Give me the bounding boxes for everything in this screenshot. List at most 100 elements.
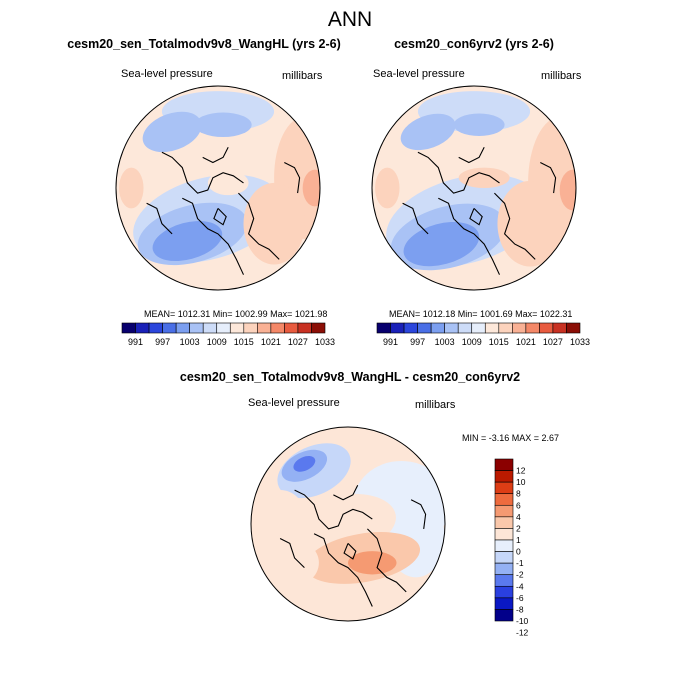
colorbar-panel1: 991 997 1003 1009 1015 1021 1027 1033 xyxy=(121,322,335,347)
coastline xyxy=(161,151,244,194)
coastline xyxy=(494,192,536,260)
panel1-title: cesm20_sen_Totalmodv9v8_WangHL (yrs 2-6) xyxy=(67,37,341,51)
pressure-contour-region xyxy=(260,538,319,588)
colorbar-tick-label: 1009 xyxy=(207,337,227,347)
colorbar-cell xyxy=(148,322,163,334)
panel1-stats: MEAN= 1012.31 Min= 1002.99 Max= 1021.98 xyxy=(144,309,328,319)
panel2-units: millibars xyxy=(541,70,582,82)
map-border xyxy=(250,426,446,622)
colorbar-tick-label: 10 xyxy=(516,477,526,487)
pressure-contour-region xyxy=(255,490,305,539)
colorbar-tick-label: 1021 xyxy=(261,337,281,347)
colorbar-cell xyxy=(494,470,514,483)
colorbar-cell xyxy=(566,322,581,334)
colorbar-cell xyxy=(175,322,190,334)
colorbar-cell xyxy=(484,322,500,334)
colorbar-cell xyxy=(297,322,312,334)
colorbar-cell xyxy=(494,551,514,564)
pressure-contour-region xyxy=(243,182,305,265)
colorbar-tick-label: 1009 xyxy=(462,337,482,347)
colorbar-tick-label: 997 xyxy=(155,337,170,347)
coastline xyxy=(333,484,359,501)
colorbar-tick-label: -8 xyxy=(516,604,524,614)
coastline xyxy=(402,202,429,235)
colorbar-tick-label: 1003 xyxy=(180,337,200,347)
colorbar-cell xyxy=(471,322,486,334)
colorbar-cell xyxy=(229,322,245,334)
colorbar-cell xyxy=(135,322,150,334)
colorbar-cell xyxy=(444,322,459,334)
colorbar-cell xyxy=(284,322,299,334)
colorbar-cell xyxy=(494,528,514,541)
colorbar-tick-label: 1033 xyxy=(570,337,590,347)
colorbar-tick-label: -4 xyxy=(516,581,524,591)
coastline xyxy=(438,197,500,275)
map-border xyxy=(115,85,321,291)
pressure-contour-region xyxy=(400,113,456,151)
map-border xyxy=(371,85,577,291)
colorbar-cell xyxy=(494,597,514,610)
coastline xyxy=(279,538,305,568)
colorbar-cell xyxy=(494,562,514,576)
pressure-contour-region xyxy=(142,111,202,153)
colorbar-tick-label: -10 xyxy=(516,616,529,626)
colorbar-tick-label: 1 xyxy=(516,535,521,545)
pressure-contour-region xyxy=(302,169,320,207)
colorbar-cell xyxy=(494,481,514,495)
colorbar-tick-label: 1015 xyxy=(489,337,509,347)
pressure-contour-region xyxy=(458,167,510,188)
colorbar-cell xyxy=(270,322,285,334)
coastline xyxy=(458,146,485,164)
colorbar-cell xyxy=(498,322,513,334)
colorbar-tick-label: 8 xyxy=(516,489,521,499)
panel2-variable: Sea-level pressure xyxy=(373,68,465,80)
colorbar-cell xyxy=(539,322,554,334)
panel1-variable: Sea-level pressure xyxy=(121,68,213,80)
colorbar-tick-label: 1033 xyxy=(315,337,335,347)
panel2-stats: MEAN= 1012.18 Min= 1001.69 Max= 1022.31 xyxy=(389,309,573,319)
diff-panel-title: cesm20_sen_Totalmodv9v8_WangHL - cesm20_… xyxy=(179,370,521,384)
colorbar-cell xyxy=(403,322,418,334)
colorbar-cell xyxy=(390,322,405,334)
coastline xyxy=(410,499,427,529)
pressure-contour-region xyxy=(453,113,505,136)
colorbar-tick-label: 991 xyxy=(128,337,143,347)
colorbar-cell xyxy=(202,322,218,334)
pressure-contour-region xyxy=(559,169,576,211)
colorbar-tick-label: 991 xyxy=(383,337,398,347)
map-panel-1 xyxy=(116,86,320,290)
coastline xyxy=(343,543,357,560)
pressure-contour-region xyxy=(207,170,249,196)
colorbar-cell xyxy=(552,322,567,334)
diff-panel-variable: Sea-level pressure xyxy=(248,397,340,409)
colorbar-tick-label: 1015 xyxy=(234,337,254,347)
coastline xyxy=(469,208,483,226)
diff-panel-units: millibars xyxy=(415,399,456,411)
colorbar-cell xyxy=(494,493,514,506)
colorbar-tick-label: -1 xyxy=(516,558,524,568)
colorbar-cell xyxy=(189,322,204,334)
colorbar-cell xyxy=(430,322,445,334)
colorbar-tick-label: 1003 xyxy=(435,337,455,347)
colorbar-tick-label: 1027 xyxy=(288,337,308,347)
panel2-title: cesm20_con6yrv2 (yrs 2-6) xyxy=(394,37,554,51)
colorbar-cell xyxy=(121,322,136,334)
colorbar-cell xyxy=(494,516,514,529)
coastline xyxy=(417,151,500,194)
pressure-contour-region xyxy=(119,167,144,209)
colorbar-cell xyxy=(494,585,514,599)
coastline xyxy=(146,202,173,235)
colorbar-cell xyxy=(494,574,514,587)
colorbar-cell xyxy=(243,322,258,334)
pressure-contour-region xyxy=(293,455,316,472)
colorbar-cell xyxy=(494,458,514,471)
colorbar-cell xyxy=(457,322,473,334)
colorbar-tick-label: 12 xyxy=(516,466,526,476)
figure-title: ANN xyxy=(327,8,373,31)
pressure-contour-region xyxy=(403,221,480,267)
coastline xyxy=(294,489,373,530)
colorbar-cell xyxy=(162,322,177,334)
colorbar-tick-label: 1021 xyxy=(516,337,536,347)
colorbar-cell xyxy=(216,322,231,334)
